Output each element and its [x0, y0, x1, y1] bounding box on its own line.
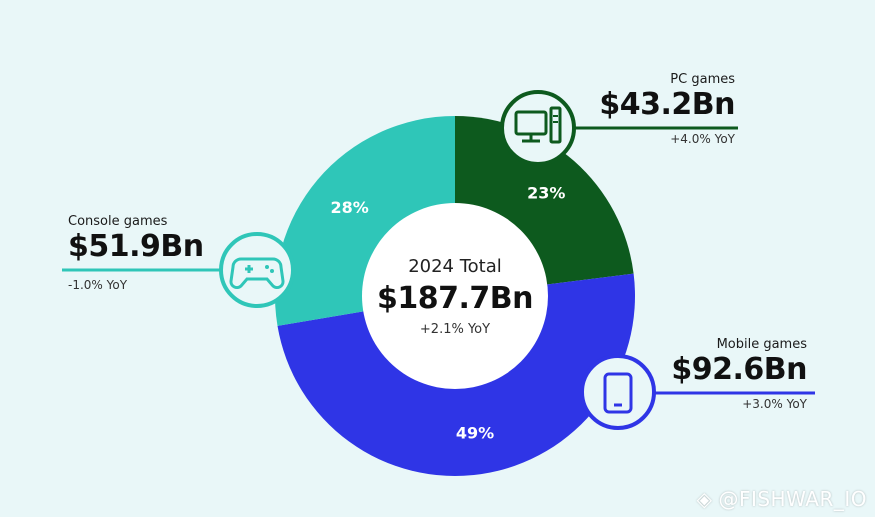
donut-center-hole [362, 203, 548, 389]
total-title: 2024 Total [408, 256, 502, 277]
console-games-percent-label: 28% [330, 198, 368, 217]
donut-center: 2024 Total $187.7Bn +2.1% YoY [355, 256, 555, 337]
mobile-games-yoy: +3.0% YoY [742, 397, 807, 411]
total-yoy: +2.1% YoY [419, 322, 491, 337]
total-value: $187.7Bn [377, 281, 534, 316]
desktop-computer-icon [500, 90, 576, 166]
mobile-games-value: $92.6Bn [671, 352, 807, 387]
diamond-logo-icon: ◈ [696, 487, 713, 511]
console-games-yoy: -1.0% YoY [68, 278, 128, 292]
mobile-games-callout: Mobile games $92.6Bn +3.0% YoY [671, 337, 807, 411]
pc-games-percent-label: 23% [527, 184, 565, 203]
mobile-games-percent-label: 49% [456, 424, 494, 443]
console-games-value: $51.9Bn [68, 229, 204, 264]
pc-games-callout: PC games $43.2Bn +4.0% YoY [599, 72, 735, 146]
percent-labels: 23% 49% 28% [330, 184, 565, 443]
watermark: ◈ @FISHWAR_IO [697, 487, 867, 511]
pc-games-yoy: +4.0% YoY [670, 132, 735, 146]
mobile-games-label: Mobile games [716, 337, 807, 352]
pc-games-value: $43.2Bn [599, 87, 735, 122]
console-games-label: Console games [68, 214, 168, 229]
smartphone-icon [580, 354, 656, 430]
console-games-callout: Console games $51.9Bn -1.0% YoY [68, 214, 204, 292]
gamepad-icon [219, 232, 295, 308]
pc-games-label: PC games [670, 72, 735, 87]
watermark-text: @FISHWAR_IO [718, 487, 867, 511]
